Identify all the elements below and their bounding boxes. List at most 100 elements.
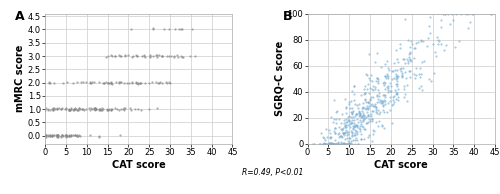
Point: [338, 127, 346, 130]
Point: [406, 69, 414, 72]
Point: [86, 133, 94, 137]
Point: [397, 69, 405, 73]
Point: [361, 107, 369, 110]
Point: [342, 126, 350, 129]
Point: [464, 12, 471, 15]
Point: [332, 142, 340, 145]
Point: [389, 99, 397, 102]
Point: [48, 108, 56, 111]
Point: [346, 136, 354, 139]
Point: [308, 142, 316, 145]
Point: [326, 142, 334, 145]
Point: [351, 139, 359, 142]
Point: [90, 81, 98, 84]
Point: [62, 135, 70, 138]
Point: [416, 75, 424, 78]
Point: [50, 107, 58, 110]
Point: [396, 68, 404, 71]
Point: [330, 121, 338, 124]
Point: [72, 107, 80, 110]
Point: [487, 12, 495, 15]
Point: [368, 120, 376, 123]
Point: [379, 81, 387, 84]
Point: [348, 109, 356, 112]
Point: [91, 108, 99, 111]
Point: [95, 107, 103, 110]
Point: [439, 12, 447, 15]
Point: [344, 142, 351, 145]
Point: [319, 142, 327, 145]
Point: [390, 95, 398, 98]
Point: [164, 28, 172, 31]
Point: [392, 75, 400, 78]
Point: [357, 93, 365, 96]
Point: [363, 104, 371, 107]
Point: [368, 88, 376, 91]
Point: [360, 114, 368, 117]
Point: [347, 142, 355, 145]
Point: [90, 107, 98, 110]
Point: [146, 54, 154, 57]
Point: [340, 122, 348, 125]
Point: [487, 12, 495, 15]
Point: [174, 28, 182, 31]
Point: [342, 132, 349, 135]
Point: [104, 108, 112, 111]
Point: [345, 142, 353, 145]
Point: [366, 52, 374, 55]
Point: [321, 142, 329, 145]
Point: [53, 134, 61, 138]
Point: [344, 131, 352, 134]
Point: [435, 39, 443, 42]
Point: [344, 132, 352, 135]
Point: [416, 85, 424, 88]
Point: [137, 108, 145, 111]
Point: [354, 114, 362, 118]
Point: [337, 142, 345, 145]
Point: [394, 98, 402, 101]
Point: [464, 26, 472, 29]
Point: [331, 138, 339, 141]
Point: [348, 112, 356, 115]
Point: [416, 66, 424, 69]
Point: [63, 80, 71, 83]
Point: [425, 78, 433, 81]
Point: [328, 142, 336, 145]
Point: [369, 105, 377, 108]
Point: [386, 99, 394, 102]
Point: [91, 107, 99, 110]
Point: [374, 77, 382, 80]
Point: [420, 60, 428, 63]
Point: [145, 81, 153, 84]
Point: [356, 113, 364, 117]
Point: [341, 125, 349, 128]
Point: [42, 134, 50, 137]
Point: [115, 108, 123, 111]
Point: [380, 100, 388, 103]
Point: [398, 73, 406, 76]
Point: [358, 122, 366, 125]
Point: [381, 81, 389, 84]
Point: [350, 84, 358, 87]
Point: [330, 142, 338, 145]
Point: [390, 88, 398, 92]
Point: [87, 81, 95, 84]
Point: [380, 83, 388, 86]
Point: [368, 102, 376, 106]
Point: [396, 47, 404, 50]
Point: [42, 135, 50, 138]
Point: [59, 135, 67, 138]
Point: [384, 74, 392, 78]
Point: [76, 133, 84, 137]
Point: [65, 107, 73, 110]
Point: [364, 107, 372, 110]
Point: [50, 133, 58, 137]
Point: [42, 107, 50, 110]
Point: [392, 91, 400, 94]
Point: [382, 87, 390, 90]
Point: [352, 112, 360, 115]
Point: [342, 105, 350, 108]
Point: [370, 129, 378, 132]
Point: [426, 15, 434, 18]
Point: [370, 96, 378, 99]
